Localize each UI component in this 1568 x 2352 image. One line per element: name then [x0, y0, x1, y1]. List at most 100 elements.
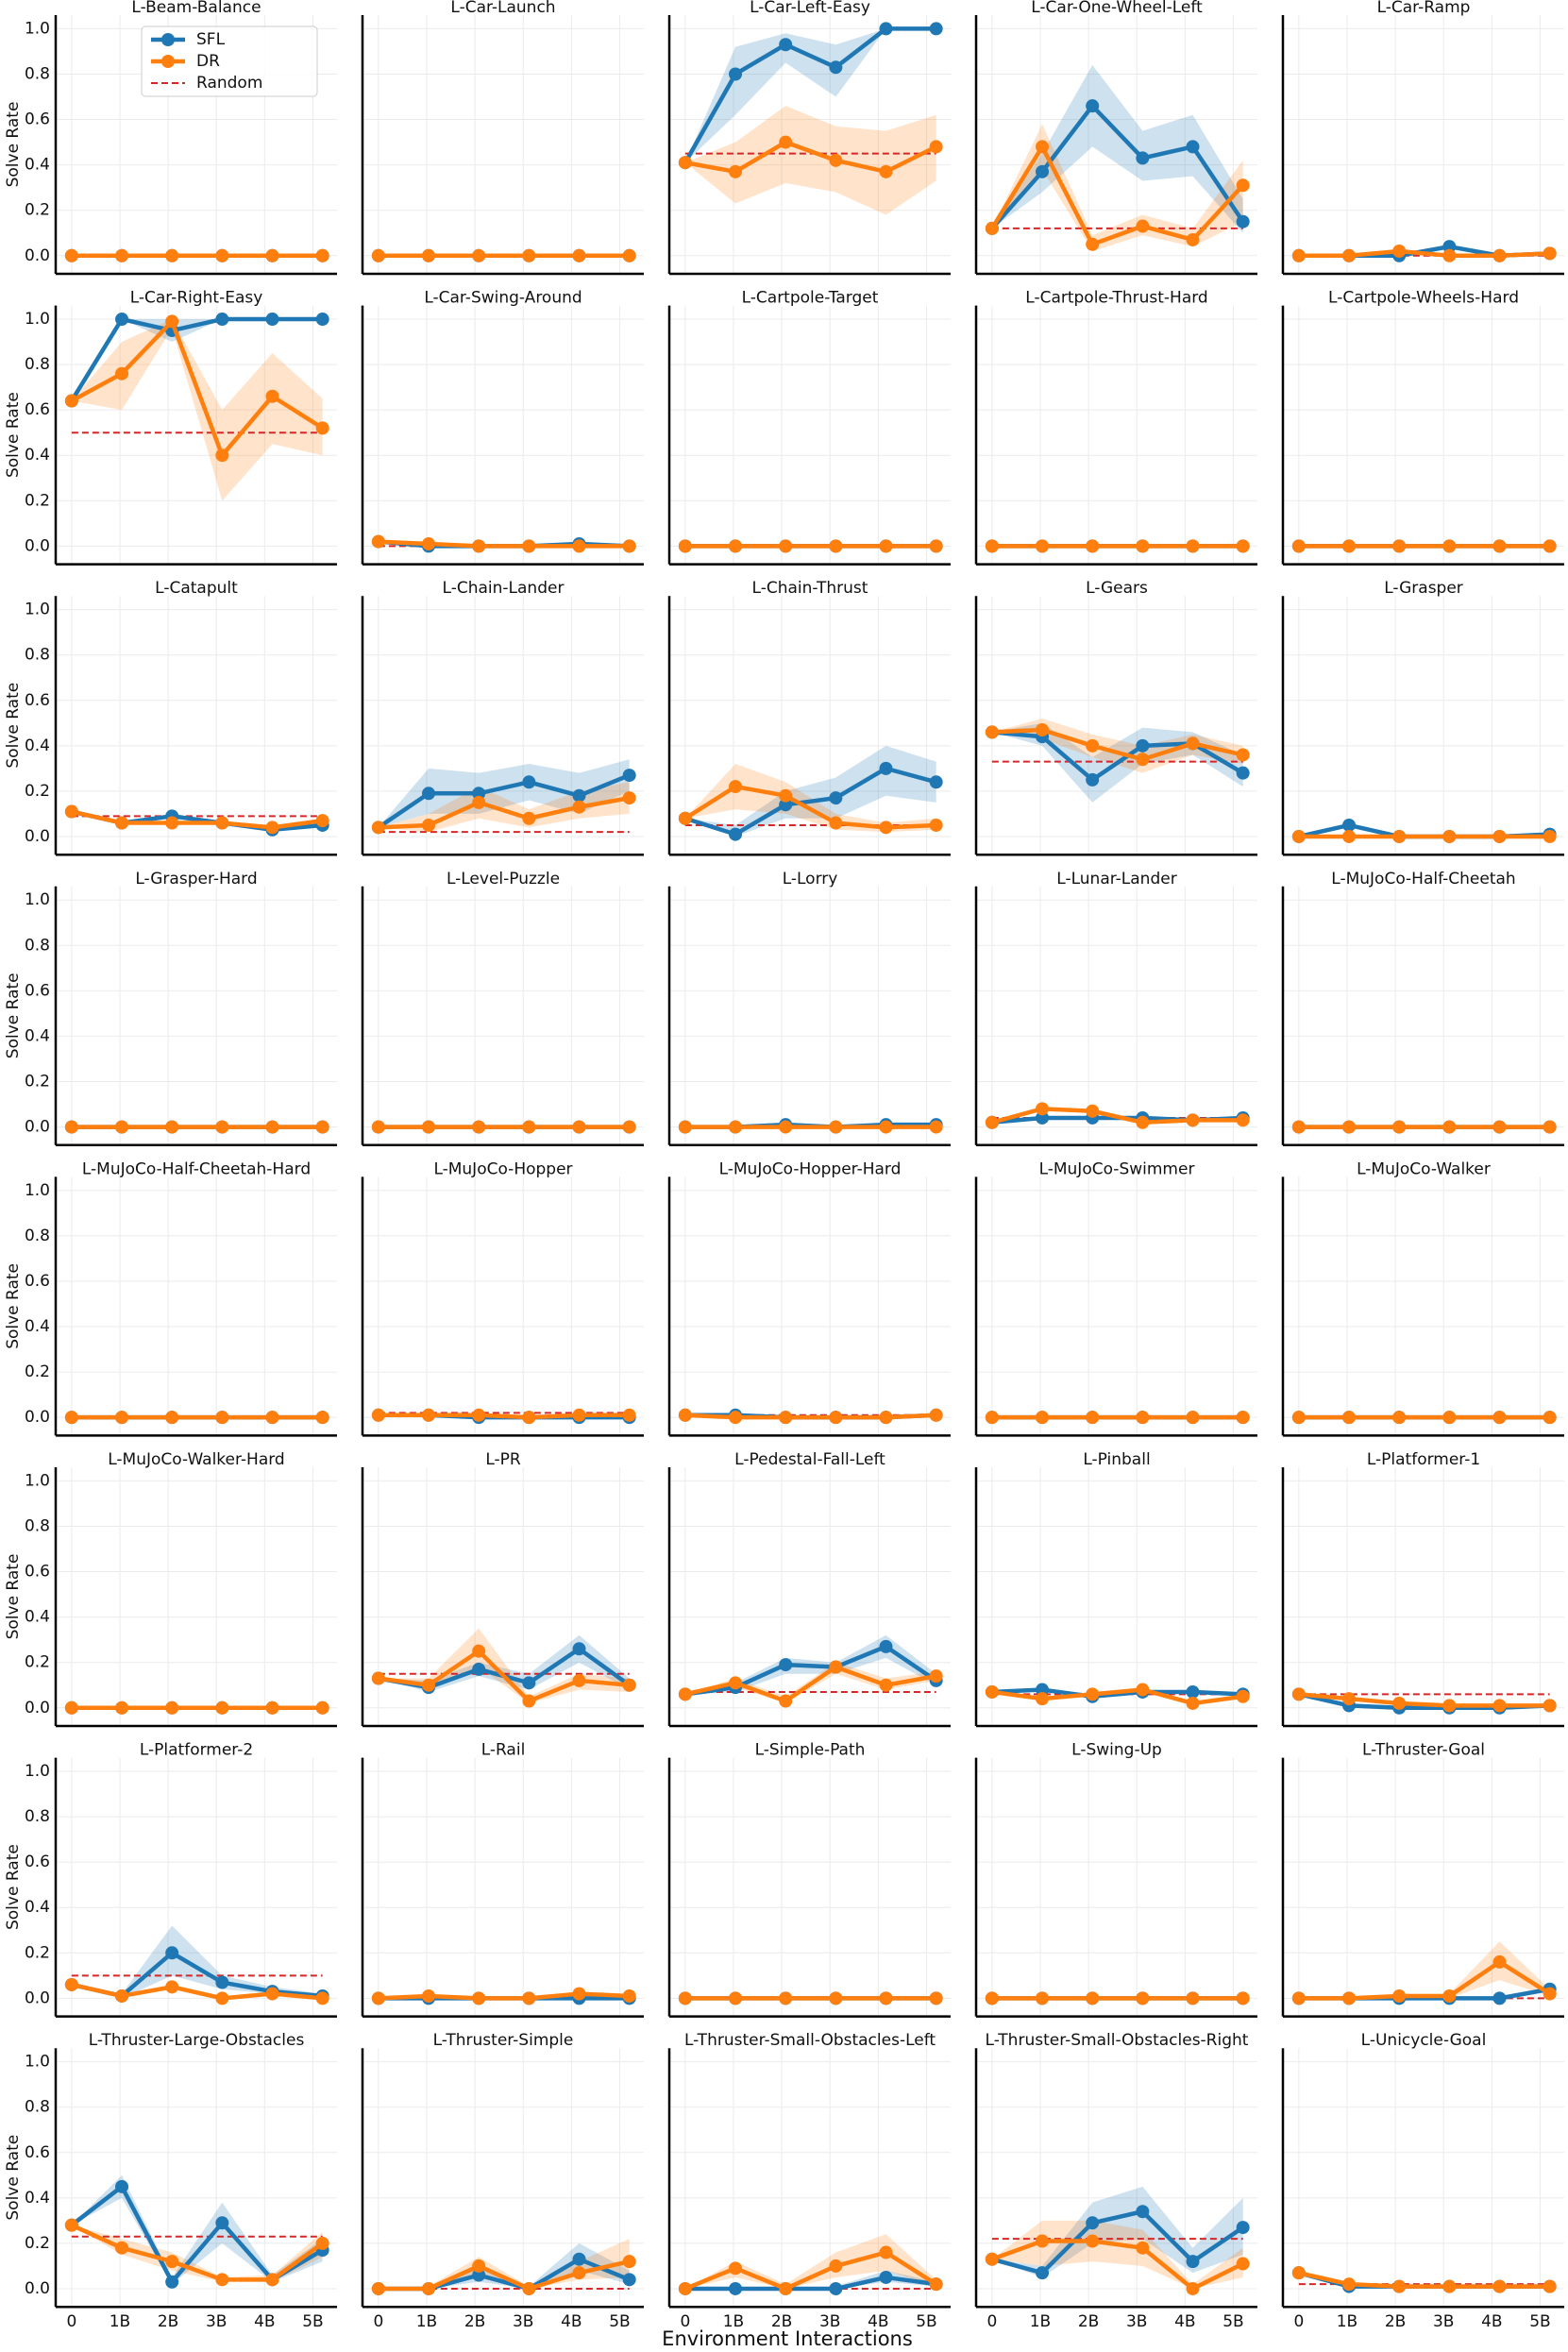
data-point — [678, 1408, 692, 1422]
series-line — [378, 1413, 630, 1420]
data-point — [985, 539, 999, 553]
data-point — [1492, 2279, 1507, 2293]
data-point — [522, 1991, 536, 2005]
data-point — [1442, 1411, 1457, 1425]
legend-label: DR — [196, 52, 220, 71]
data-point — [1442, 248, 1457, 262]
panel: L-Cartpole-Wheels-Hard — [1281, 289, 1564, 566]
x-tick-label: 1B — [416, 2312, 437, 2331]
data-point — [371, 1991, 385, 2005]
data-point — [215, 448, 229, 463]
data-point — [315, 2236, 329, 2250]
x-tick-label: 5B — [609, 2312, 630, 2331]
data-point — [622, 2255, 636, 2269]
data-point — [1236, 1991, 1250, 2005]
panel: L-Rail — [361, 1741, 644, 2018]
legend-label: SFL — [196, 30, 226, 49]
data-point — [879, 761, 893, 775]
data-point — [64, 1120, 78, 1134]
data-point — [1442, 240, 1457, 254]
x-tick-label: 2B — [1385, 2312, 1406, 2331]
confidence-band — [684, 28, 936, 163]
data-point — [1236, 1113, 1250, 1127]
data-point — [829, 1411, 843, 1425]
x-tick-label: 2B — [1078, 2312, 1099, 2331]
data-point — [1186, 1113, 1200, 1127]
data-point — [1036, 1411, 1050, 1425]
confidence-band — [684, 764, 936, 833]
y-tick-label: 0.4 — [25, 156, 50, 175]
data-point — [472, 2268, 486, 2282]
panel-title: L-MuJoCo-Half-Cheetah — [1331, 870, 1515, 888]
data-point — [1136, 2205, 1150, 2219]
data-point — [1186, 2255, 1200, 2269]
y-tick-label: 0.2 — [25, 782, 50, 801]
y-tick-label: 1.0 — [25, 1181, 50, 1200]
y-tick-label: 0.2 — [25, 491, 50, 510]
panel: L-Pinball — [974, 1450, 1257, 1728]
data-point — [1543, 539, 1557, 553]
panel-title: L-Grasper-Hard — [135, 870, 257, 888]
panel-title: L-Thruster-Large-Obstacles — [89, 2031, 305, 2050]
data-point — [1036, 723, 1050, 737]
data-point — [472, 795, 486, 809]
data-point — [422, 1988, 436, 2003]
data-point — [1342, 1411, 1357, 1425]
series-line — [378, 2259, 631, 2292]
data-point — [1236, 1689, 1250, 1703]
data-point — [879, 1120, 893, 1134]
data-point — [1086, 539, 1100, 553]
panel: L-Chain-Thrust — [667, 579, 951, 856]
panel: L-Thruster-Small-Obstacles-Left 0 1B 2B 3B 4B… — [667, 2031, 951, 2331]
data-point — [1442, 2279, 1457, 2293]
y-tick-label: 0.6 — [25, 1853, 50, 1871]
y-tick-label: 0.8 — [25, 646, 50, 665]
data-point — [1342, 2277, 1357, 2292]
data-point — [1036, 539, 1050, 553]
panel-title: L-Gears — [1086, 579, 1148, 598]
data-point — [64, 1411, 78, 1425]
series-line — [991, 2209, 1244, 2276]
data-point — [1342, 1120, 1357, 1134]
data-point — [165, 248, 179, 262]
x-tick-label: 0 — [66, 2312, 76, 2331]
data-point — [165, 1946, 179, 1960]
series-line — [684, 1644, 937, 1697]
confidence-band — [684, 2270, 936, 2289]
data-point — [622, 769, 636, 783]
data-point — [678, 539, 692, 553]
y-tick-label: 0.0 — [25, 2279, 50, 2298]
panel: L-MuJoCo-Swimmer — [974, 1159, 1257, 1437]
data-point — [1543, 1120, 1557, 1134]
data-point — [115, 366, 129, 381]
panel: L-MuJoCo-Half-Cheetah — [1281, 870, 1564, 1147]
data-point — [422, 1408, 436, 1422]
data-point — [165, 2275, 179, 2289]
data-point — [1186, 2281, 1200, 2295]
data-point — [678, 2281, 692, 2295]
data-point — [1342, 829, 1357, 843]
data-point — [371, 1671, 385, 1685]
data-point — [929, 140, 943, 154]
series-line — [684, 140, 937, 175]
data-point — [1291, 1120, 1306, 1134]
data-point — [879, 539, 893, 553]
data-point — [1086, 1104, 1100, 1118]
panel-title: L-Swing-Up — [1071, 1741, 1162, 1760]
data-point — [165, 1701, 179, 1715]
data-point — [1492, 1411, 1507, 1425]
panel: L-Thruster-Goal — [1281, 1741, 1564, 2018]
data-point — [1186, 1684, 1200, 1699]
data-point — [929, 539, 943, 553]
data-point — [1392, 1696, 1407, 1710]
data-point — [64, 1977, 78, 1991]
data-point — [1342, 248, 1357, 262]
data-point — [1543, 829, 1557, 843]
data-point — [522, 539, 536, 553]
data-point — [1186, 140, 1200, 154]
data-point — [829, 816, 843, 830]
data-point — [472, 539, 486, 553]
data-point — [265, 248, 279, 262]
confidence-band — [684, 745, 936, 837]
data-point — [165, 1980, 179, 1994]
